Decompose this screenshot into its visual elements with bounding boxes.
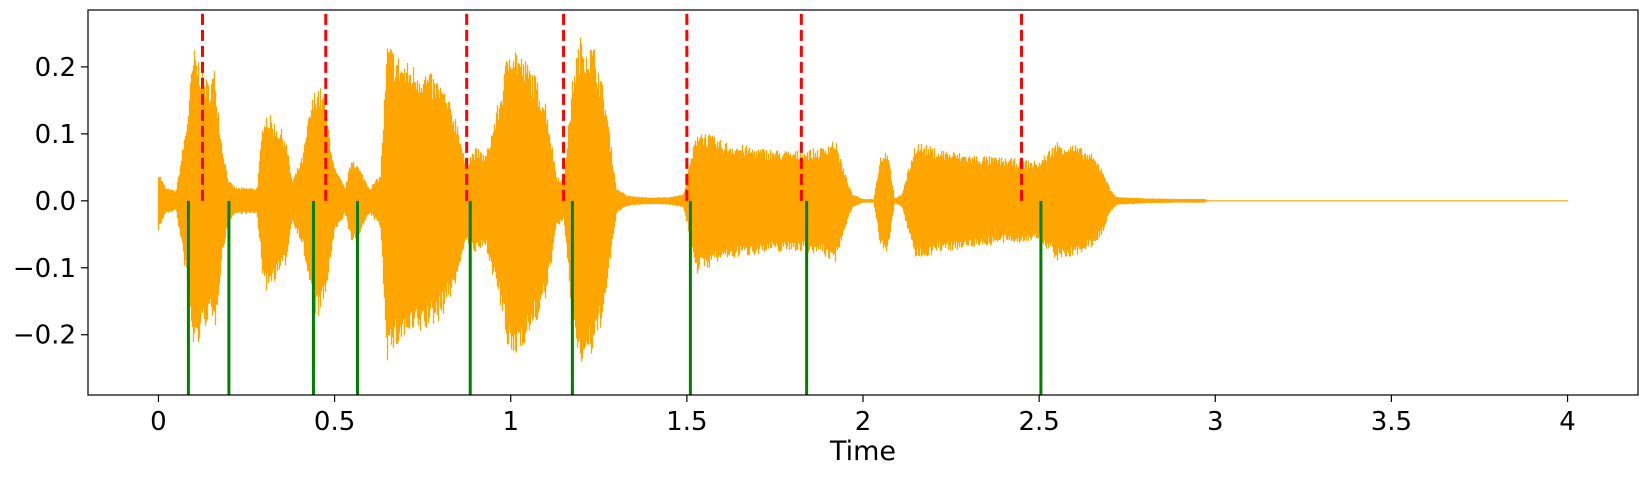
x-tick-label: 1	[502, 407, 519, 437]
x-tick-label: 1.5	[666, 407, 707, 437]
x-tick-label: 4	[1559, 407, 1576, 437]
waveform-trace	[157, 37, 1569, 362]
y-tick-label: 0.0	[35, 187, 76, 217]
x-tick-label: 2	[855, 407, 872, 437]
y-axis: 0.2 0.1 0.0 −0.1 −0.2	[13, 53, 88, 351]
x-tick-label: 0	[150, 407, 167, 437]
y-tick-label: −0.2	[13, 321, 76, 351]
y-tick-label: 0.1	[35, 120, 76, 150]
x-tick-label: 3.5	[1371, 407, 1412, 437]
y-tick-label: 0.2	[35, 53, 76, 83]
x-tick-label: 0.5	[314, 407, 355, 437]
y-tick-label: −0.1	[13, 254, 76, 284]
waveform-layer	[157, 37, 1569, 362]
x-axis: 0 0.5 1 1.5 2 2.5 3 3.5 4	[150, 395, 1576, 437]
x-axis-label: Time	[829, 436, 896, 467]
x-tick-label: 3	[1207, 407, 1224, 437]
x-tick-label: 2.5	[1018, 407, 1059, 437]
markers-layer	[186, 10, 1043, 395]
